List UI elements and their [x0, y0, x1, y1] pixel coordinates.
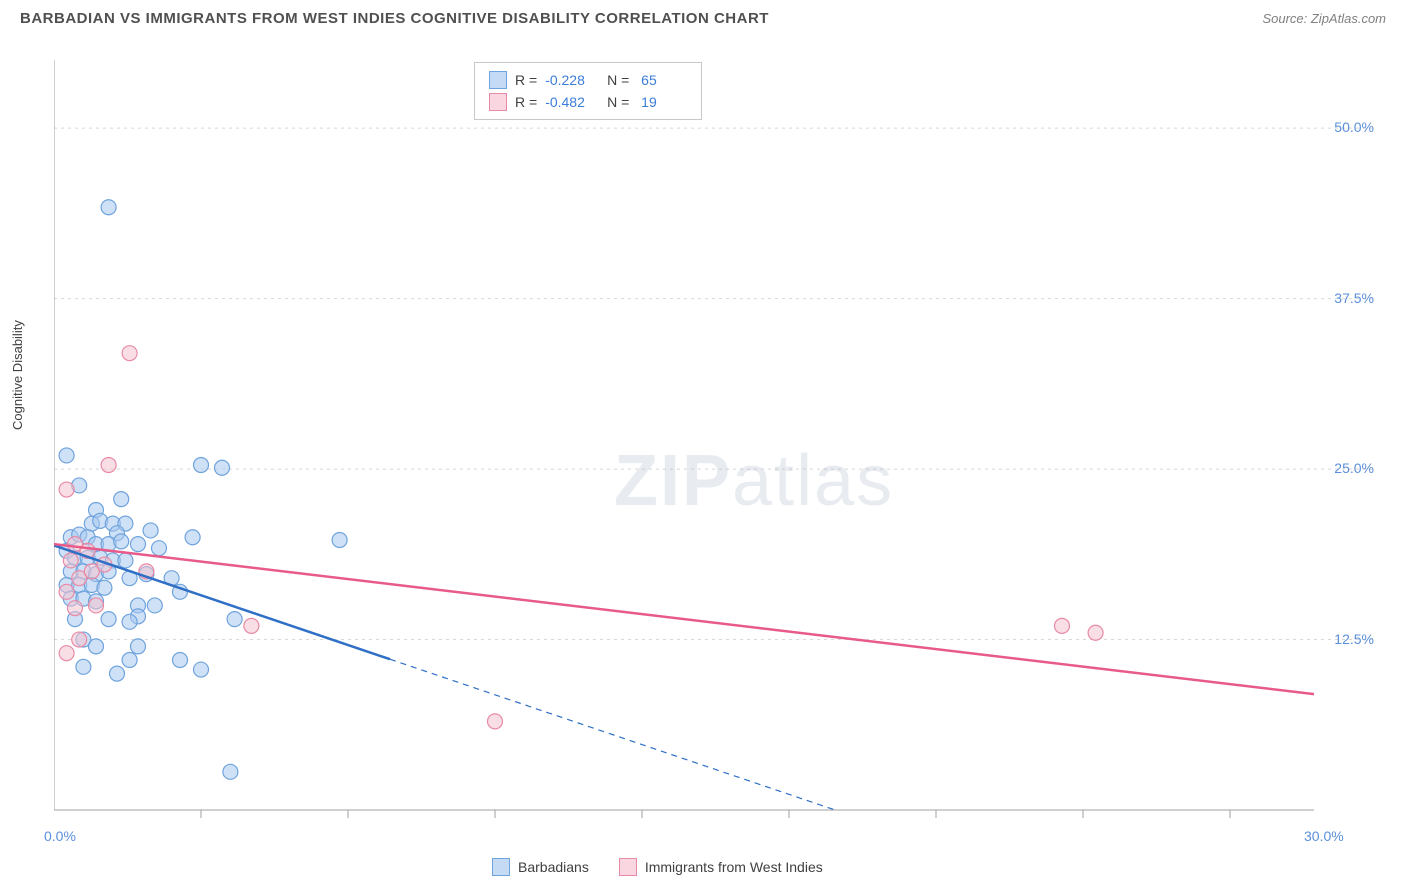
y-tick-label: 25.0% [1334, 460, 1374, 476]
y-tick-label: 12.5% [1334, 631, 1374, 647]
source-label: Source: ZipAtlas.com [1262, 11, 1386, 26]
n-value: 19 [637, 91, 687, 113]
swatch-icon [489, 93, 507, 111]
scatter-plot-svg [54, 60, 1374, 820]
legend-item: Barbadians [492, 858, 589, 876]
chart-title: BARBADIAN VS IMMIGRANTS FROM WEST INDIES… [20, 10, 769, 27]
r-value: -0.228 [545, 69, 595, 91]
swatch-icon [489, 71, 507, 89]
swatch-icon [492, 858, 510, 876]
legend-row: R = -0.482 N = 19 [489, 91, 687, 113]
y-axis-label: Cognitive Disability [10, 320, 25, 430]
chart-area: ZIPatlas R = -0.228 N = 65 R = -0.482 N … [54, 60, 1374, 820]
legend-label: Immigrants from West Indies [645, 859, 823, 875]
n-value: 65 [637, 69, 687, 91]
r-label: R = [515, 91, 537, 113]
n-label: N = [603, 91, 629, 113]
legend-item: Immigrants from West Indies [619, 858, 823, 876]
x-tick-label: 30.0% [1304, 828, 1344, 844]
r-label: R = [515, 69, 537, 91]
r-value: -0.482 [545, 91, 595, 113]
legend-label: Barbadians [518, 859, 589, 875]
y-tick-label: 37.5% [1334, 290, 1374, 306]
legend-row: R = -0.228 N = 65 [489, 69, 687, 91]
correlation-legend: R = -0.228 N = 65 R = -0.482 N = 19 [474, 62, 702, 120]
x-tick-label: 0.0% [44, 828, 76, 844]
swatch-icon [619, 858, 637, 876]
n-label: N = [603, 69, 629, 91]
y-tick-label: 50.0% [1334, 119, 1374, 135]
series-legend: Barbadians Immigrants from West Indies [492, 858, 823, 876]
